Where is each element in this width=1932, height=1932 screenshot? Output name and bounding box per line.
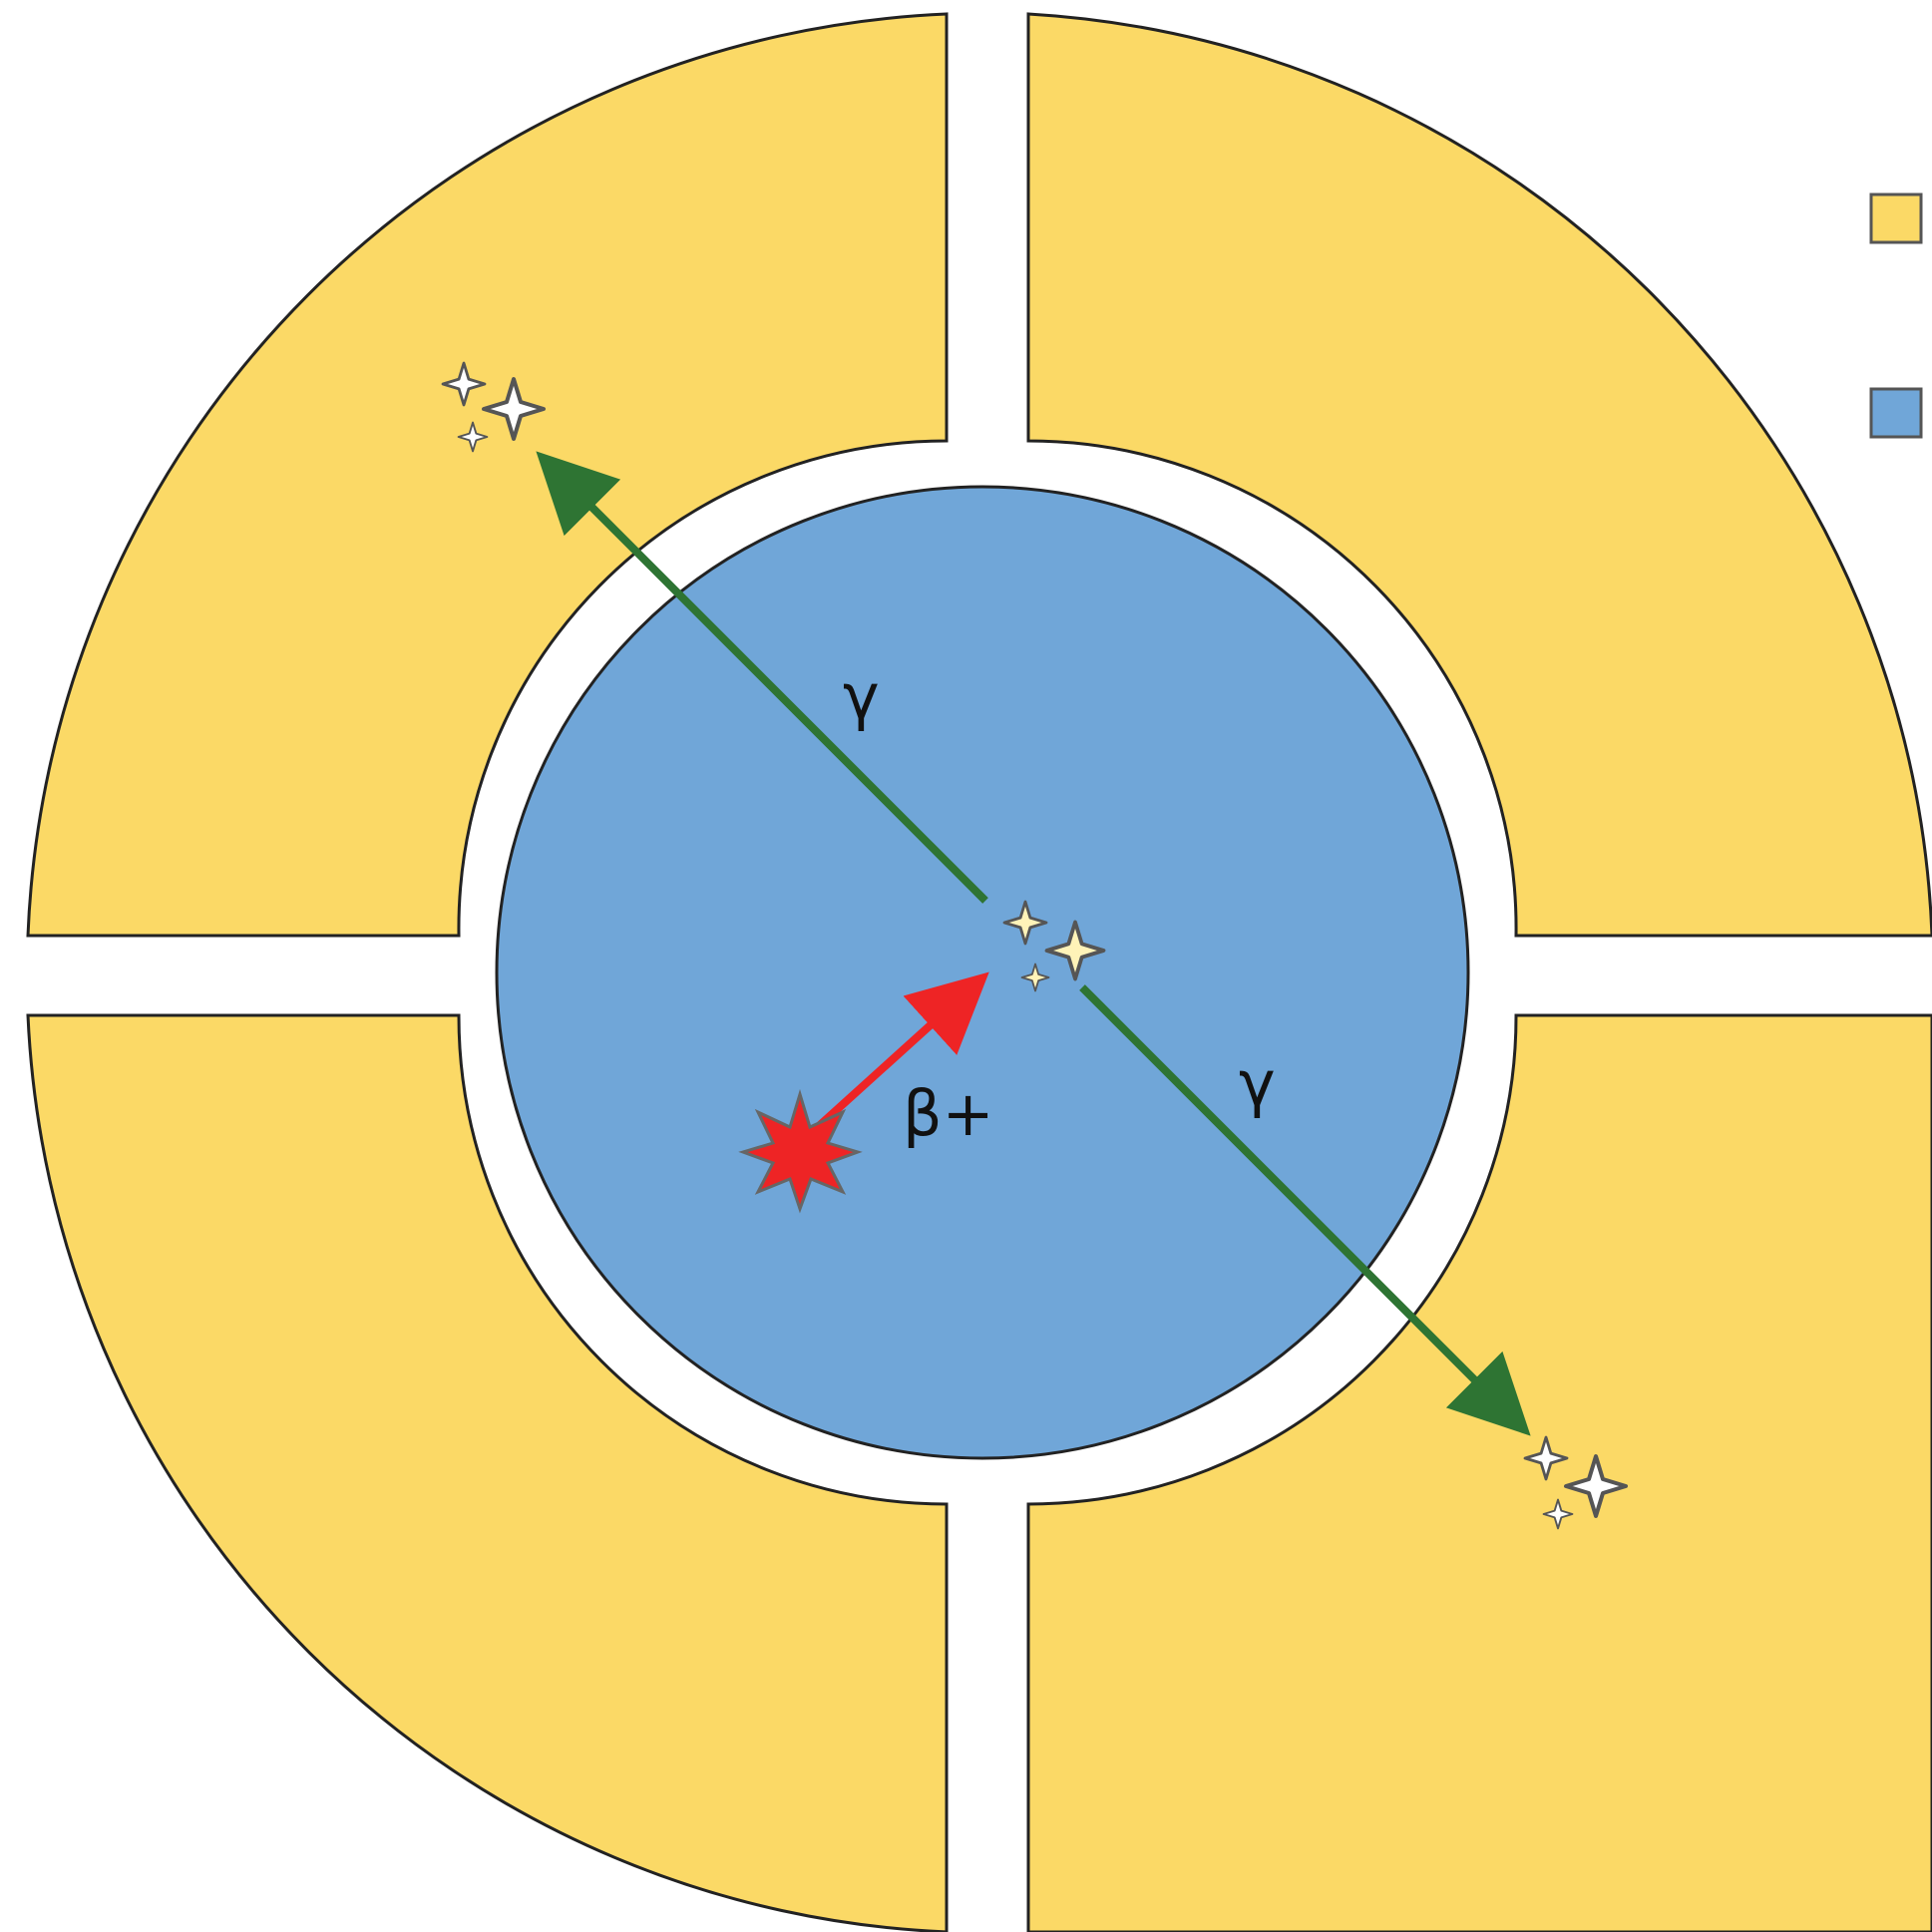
patient-body (495, 485, 1470, 1460)
gamma-ray-upper-arrow (536, 451, 988, 904)
detector-segment-bottom-left (26, 1013, 949, 1932)
detector-segment-top-left (26, 12, 949, 938)
detector-segment-top-right (1026, 12, 1932, 938)
detector-ring (26, 12, 1932, 1932)
starburst-icon (738, 1088, 863, 1214)
detector-segment-bottom-right (1026, 1013, 1932, 1932)
positron-path-arrow (817, 971, 989, 1128)
legend-swatch-detector (1869, 193, 1923, 244)
positron-label: β+ (903, 1077, 994, 1150)
gamma-upper-label: γ (843, 660, 880, 733)
gamma-ray-lower-arrow (1079, 984, 1531, 1436)
gamma-lower-label: γ (1239, 1047, 1276, 1120)
legend (1869, 193, 1923, 439)
legend-swatch-patient (1869, 387, 1923, 439)
